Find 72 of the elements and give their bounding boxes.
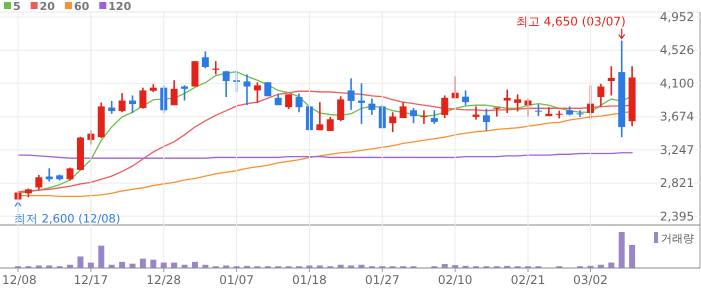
candlestick: [212, 60, 220, 76]
candlestick: [46, 168, 53, 182]
bar: [608, 262, 614, 268]
candlestick: [462, 90, 470, 106]
candlestick: [222, 70, 230, 98]
candlestick: [337, 95, 344, 122]
candlestick: [389, 111, 396, 133]
candlestick: [400, 101, 407, 119]
bar: [192, 262, 198, 268]
x-tick-label: 12/28: [146, 273, 182, 287]
candlestick: [597, 82, 604, 108]
candlestick: [326, 116, 334, 132]
y-tick-label: 2,821: [660, 176, 694, 190]
candlestick: [35, 174, 42, 191]
candlestick: [254, 81, 261, 104]
candlestick: [139, 86, 146, 110]
bar: [119, 262, 126, 268]
x-tick-label: 01/27: [365, 273, 400, 287]
bar: [150, 260, 156, 268]
x-tick-label: 01/07: [219, 273, 254, 287]
candlestick: [504, 88, 511, 114]
x-tick-label: 12/17: [74, 273, 108, 287]
bar: [618, 232, 625, 268]
candlestick: [243, 74, 250, 106]
bar: [160, 262, 167, 268]
candlestick: [430, 109, 438, 125]
candlestick: [348, 78, 355, 111]
candlestick: [534, 104, 542, 117]
candlestick: [108, 100, 116, 115]
candlestick: [472, 106, 480, 120]
x-tick-label: 12/08: [2, 273, 37, 287]
candlestick: [202, 50, 209, 69]
bar: [629, 244, 636, 268]
x-tick-label: 03/02: [573, 273, 608, 287]
candlestick: [296, 92, 303, 114]
x-tick-label: 02/10: [438, 273, 472, 287]
y-tick-label: 4,526: [660, 43, 694, 58]
bar: [88, 262, 94, 268]
candlestick: [410, 107, 418, 124]
bar: [77, 256, 84, 268]
bar: [140, 258, 146, 268]
candlestick: [170, 79, 178, 106]
legend-label: 5: [13, 0, 21, 13]
candlestick: [316, 101, 324, 131]
x-tick-label: 02/21: [510, 273, 546, 287]
y-tick-label: 3,247: [660, 142, 694, 157]
bar: [130, 264, 136, 268]
candlestick: [441, 94, 448, 119]
legend-label: 거래량: [661, 232, 694, 245]
candlestick: [482, 108, 490, 132]
candlestick: [118, 92, 126, 114]
y-tick-label: 4,100: [660, 76, 694, 90]
candlestick: [358, 82, 365, 125]
candlestick: [264, 81, 272, 98]
y-tick-label: 2,395: [660, 209, 694, 224]
candlestick: [420, 109, 428, 125]
legend-label: 60: [74, 0, 90, 13]
legend-label: 120: [108, 0, 132, 13]
x-tick-label: 01/18: [292, 273, 327, 287]
bar: [98, 246, 104, 268]
annotation: 최고 4,650 (03/07): [516, 14, 626, 29]
candlestick: [181, 84, 188, 102]
legend-label: 20: [40, 0, 56, 13]
candlestick: [608, 65, 615, 96]
candlestick: [285, 94, 292, 110]
candlestick: [66, 166, 74, 182]
bar: [171, 262, 178, 268]
candlestick: [368, 98, 376, 116]
y-tick-label: 4,952: [660, 10, 694, 24]
candlestick: [514, 94, 522, 112]
candlestick: [129, 94, 136, 114]
y-tick-label: 3,674: [660, 110, 694, 124]
